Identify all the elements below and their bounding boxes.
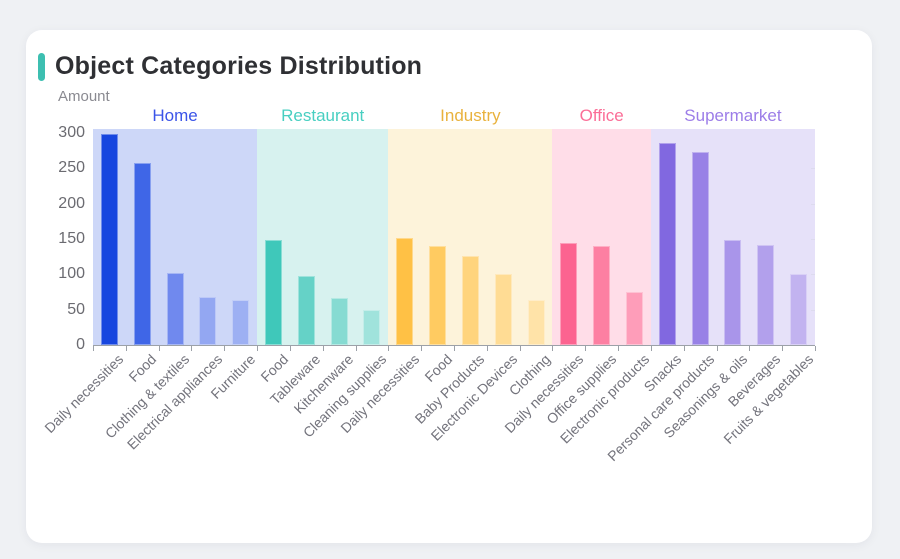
bar xyxy=(297,276,315,345)
bar xyxy=(757,245,775,345)
x-axis-tick xyxy=(650,346,652,351)
bar xyxy=(527,299,545,345)
bar xyxy=(429,246,447,345)
y-axis-tick-label: 50 xyxy=(67,300,85,318)
x-axis-tick xyxy=(158,346,160,351)
x-axis-tick xyxy=(716,346,718,351)
bar xyxy=(494,274,512,345)
group-label-home: Home xyxy=(152,106,198,125)
bar-chart: Home Daily necessities Food Clothing & text… xyxy=(26,30,872,543)
right-axis-tick xyxy=(811,309,815,311)
y-axis-tick-label: 200 xyxy=(58,194,85,212)
right-axis-tick xyxy=(811,274,815,276)
y-axis-name: Amount xyxy=(58,88,110,105)
bar xyxy=(658,142,676,345)
group-label-supermarket: Supermarket xyxy=(684,106,782,125)
x-axis-tick xyxy=(388,346,390,351)
x-axis-tick xyxy=(585,346,587,351)
bar xyxy=(691,152,709,345)
bar xyxy=(330,298,348,345)
x-axis-tick xyxy=(421,346,423,351)
bar xyxy=(232,299,250,345)
x-axis-tick xyxy=(486,346,488,351)
right-axis-tick xyxy=(811,239,815,240)
y-axis-tick-label: 300 xyxy=(58,124,85,141)
x-axis-tick xyxy=(289,346,291,351)
bar xyxy=(626,292,643,345)
x-axis-tick xyxy=(322,346,324,351)
x-axis-tick xyxy=(749,346,751,351)
y-axis-tick-label: 0 xyxy=(76,336,85,353)
bar xyxy=(593,246,611,345)
bar xyxy=(363,309,381,345)
group-label-industry: Industry xyxy=(440,106,501,125)
y-axis-tick-label: 250 xyxy=(58,159,85,177)
chart-title: Object Categories Distribution xyxy=(55,52,423,80)
x-axis-tick xyxy=(519,346,521,351)
x-axis-tick xyxy=(683,346,685,351)
group-label-office: Office xyxy=(579,106,624,125)
bar xyxy=(396,238,414,345)
bar xyxy=(461,255,479,345)
bar xyxy=(790,273,808,345)
bar xyxy=(133,162,151,345)
bar xyxy=(265,239,282,345)
chart-card: Object Categories Distribution Amount Ho… xyxy=(26,30,872,543)
bar xyxy=(100,134,118,345)
y-axis-tick-label: 100 xyxy=(58,265,85,283)
x-axis-tick xyxy=(618,346,620,351)
x-axis-tick xyxy=(782,346,784,351)
title-accent-bar xyxy=(38,52,45,81)
x-axis-tick xyxy=(355,346,357,351)
x-axis-tick xyxy=(552,346,554,351)
bar xyxy=(724,239,742,345)
bar xyxy=(166,272,184,345)
x-axis-tick xyxy=(257,346,259,351)
x-axis-tick xyxy=(125,346,127,351)
x-axis-line xyxy=(93,345,815,346)
bar xyxy=(199,296,217,345)
card-header: Object Categories Distribution xyxy=(38,52,422,81)
x-axis-tick xyxy=(93,346,94,351)
x-axis-tick xyxy=(815,346,816,351)
right-axis-tick xyxy=(811,203,815,205)
y-axis-tick-label: 150 xyxy=(58,230,85,247)
right-axis-tick xyxy=(811,168,815,170)
bar xyxy=(560,243,578,345)
x-axis-tick xyxy=(191,346,193,351)
x-axis-tick xyxy=(224,346,226,351)
group-label-restaurant: Restaurant xyxy=(281,106,365,125)
x-axis-tick xyxy=(454,346,455,351)
